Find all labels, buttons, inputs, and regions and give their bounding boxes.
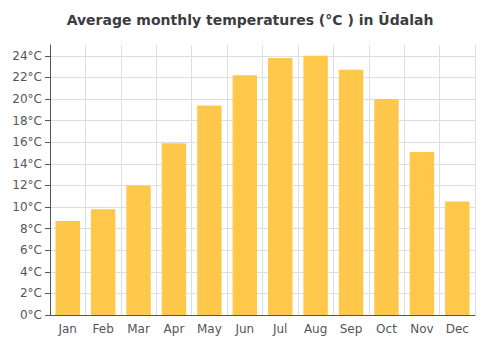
svg-text:22°C: 22°C bbox=[12, 70, 42, 84]
svg-text:Average monthly temperatures (: Average monthly temperatures (°C ) in Ūd… bbox=[67, 11, 434, 28]
svg-text:Oct: Oct bbox=[376, 322, 397, 336]
svg-text:20°C: 20°C bbox=[12, 92, 42, 106]
svg-text:12°C: 12°C bbox=[12, 178, 42, 192]
svg-text:Apr: Apr bbox=[164, 322, 185, 336]
svg-text:Nov: Nov bbox=[410, 322, 433, 336]
svg-text:Mar: Mar bbox=[127, 322, 150, 336]
svg-text:6°C: 6°C bbox=[20, 243, 42, 257]
svg-text:0°C: 0°C bbox=[20, 308, 42, 322]
svg-text:Dec: Dec bbox=[446, 322, 469, 336]
svg-text:16°C: 16°C bbox=[12, 135, 42, 149]
svg-text:Aug: Aug bbox=[304, 322, 327, 336]
svg-text:Feb: Feb bbox=[93, 322, 114, 336]
svg-text:18°C: 18°C bbox=[12, 114, 42, 128]
svg-text:Sep: Sep bbox=[340, 322, 363, 336]
svg-text:May: May bbox=[197, 322, 222, 336]
svg-text:2°C: 2°C bbox=[20, 286, 42, 300]
svg-text:Jan: Jan bbox=[57, 322, 77, 336]
svg-text:10°C: 10°C bbox=[12, 200, 42, 214]
svg-text:14°C: 14°C bbox=[12, 157, 42, 171]
svg-text:Jun: Jun bbox=[234, 322, 254, 336]
svg-text:Jul: Jul bbox=[272, 322, 287, 336]
svg-text:24°C: 24°C bbox=[12, 49, 42, 63]
svg-text:4°C: 4°C bbox=[20, 265, 42, 279]
svg-text:8°C: 8°C bbox=[20, 222, 42, 236]
